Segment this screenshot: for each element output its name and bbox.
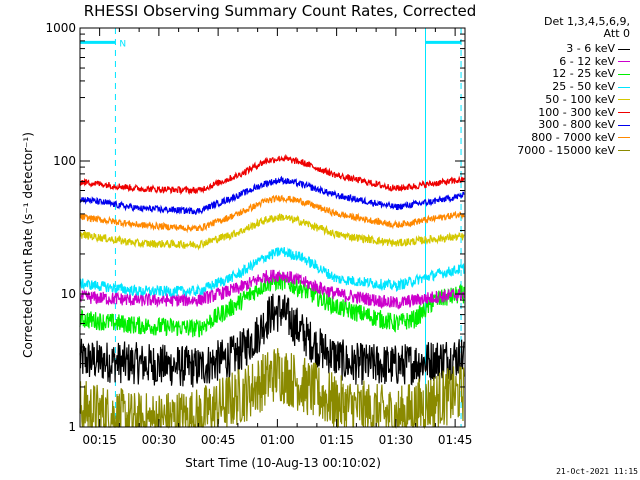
x-axis-label: Start Time (10-Aug-13 00:10:02) [185, 456, 381, 470]
legend-entry: 25 - 50 keV [552, 81, 630, 92]
legend-swatch [618, 61, 630, 63]
legend-label: 800 - 7000 keV [531, 130, 615, 144]
y-tick-label: 10 [61, 287, 76, 301]
y-axis-label: Corrected Count Rate (s⁻¹ detector⁻¹) [21, 132, 35, 358]
legend-swatch [618, 150, 630, 152]
x-tick-label: 01:00 [260, 433, 295, 447]
x-tick-label: 00:30 [142, 433, 177, 447]
x-tick-label: 00:45 [201, 433, 236, 447]
legend-label: 300 - 800 keV [538, 118, 615, 132]
series-line-8 [79, 348, 465, 430]
series-line-2 [79, 272, 465, 338]
x-tick-label: 00:15 [82, 433, 117, 447]
series-line-3 [79, 246, 465, 297]
x-tick-label: 01:15 [319, 433, 354, 447]
series-line-0 [79, 293, 465, 388]
series-line-7 [79, 194, 465, 234]
plot-frame [79, 27, 466, 428]
legend-label: 12 - 25 keV [552, 67, 615, 81]
chart-title: RHESSI Observing Summary Count Rates, Co… [83, 2, 477, 20]
legend-label: 3 - 6 keV [566, 42, 615, 55]
legend-swatch [618, 99, 630, 101]
legend-swatch [618, 86, 630, 88]
legend-entry: 300 - 800 keV [538, 119, 630, 130]
series-line-1 [79, 269, 465, 310]
x-tick-label: 01:30 [379, 433, 414, 447]
legend-swatch [618, 137, 630, 139]
legend-entry: 800 - 7000 keV [531, 132, 630, 143]
legend-label: 100 - 300 keV [538, 105, 615, 119]
series-layer [79, 153, 465, 430]
legend-label: 6 - 12 keV [559, 54, 615, 68]
legend-swatch [618, 112, 630, 113]
timestamp: 21-Oct-2021 11:15 [556, 467, 638, 476]
legend-header: Att 0 [603, 27, 630, 40]
series-line-5 [79, 153, 465, 196]
y-tick-label: 100 [53, 154, 76, 168]
series-line-4 [79, 213, 465, 251]
series-line-6 [79, 175, 465, 216]
legend-header: Det 1,3,4,5,6,9, [543, 15, 630, 28]
axes-layer: 1 10 100 1000 00:15 00:30 00:45 01:00 01:15 01:30… [45, 21, 472, 447]
legend-entry: 6 - 12 keV [559, 56, 630, 67]
legend-entry: 7000 - 15000 keV [517, 145, 630, 156]
legend-entry: 3 - 6 keV [566, 43, 630, 54]
legend-label: 25 - 50 keV [552, 80, 615, 94]
legend-swatch [618, 124, 630, 126]
y-tick-label: 1 [68, 420, 76, 434]
y-tick-label: 1000 [45, 21, 76, 35]
x-tick-label: 01:45 [438, 433, 473, 447]
legend-label: 7000 - 15000 keV [517, 143, 615, 157]
legend-swatch [618, 48, 630, 50]
legend-entry: 12 - 25 keV [552, 68, 630, 79]
legend-entry: 50 - 100 keV [545, 94, 630, 105]
legend-swatch [618, 73, 630, 75]
legend-entry: 100 - 300 keV [538, 107, 630, 118]
attenuator-label: N [119, 39, 126, 49]
legend-label: 50 - 100 keV [545, 92, 615, 106]
